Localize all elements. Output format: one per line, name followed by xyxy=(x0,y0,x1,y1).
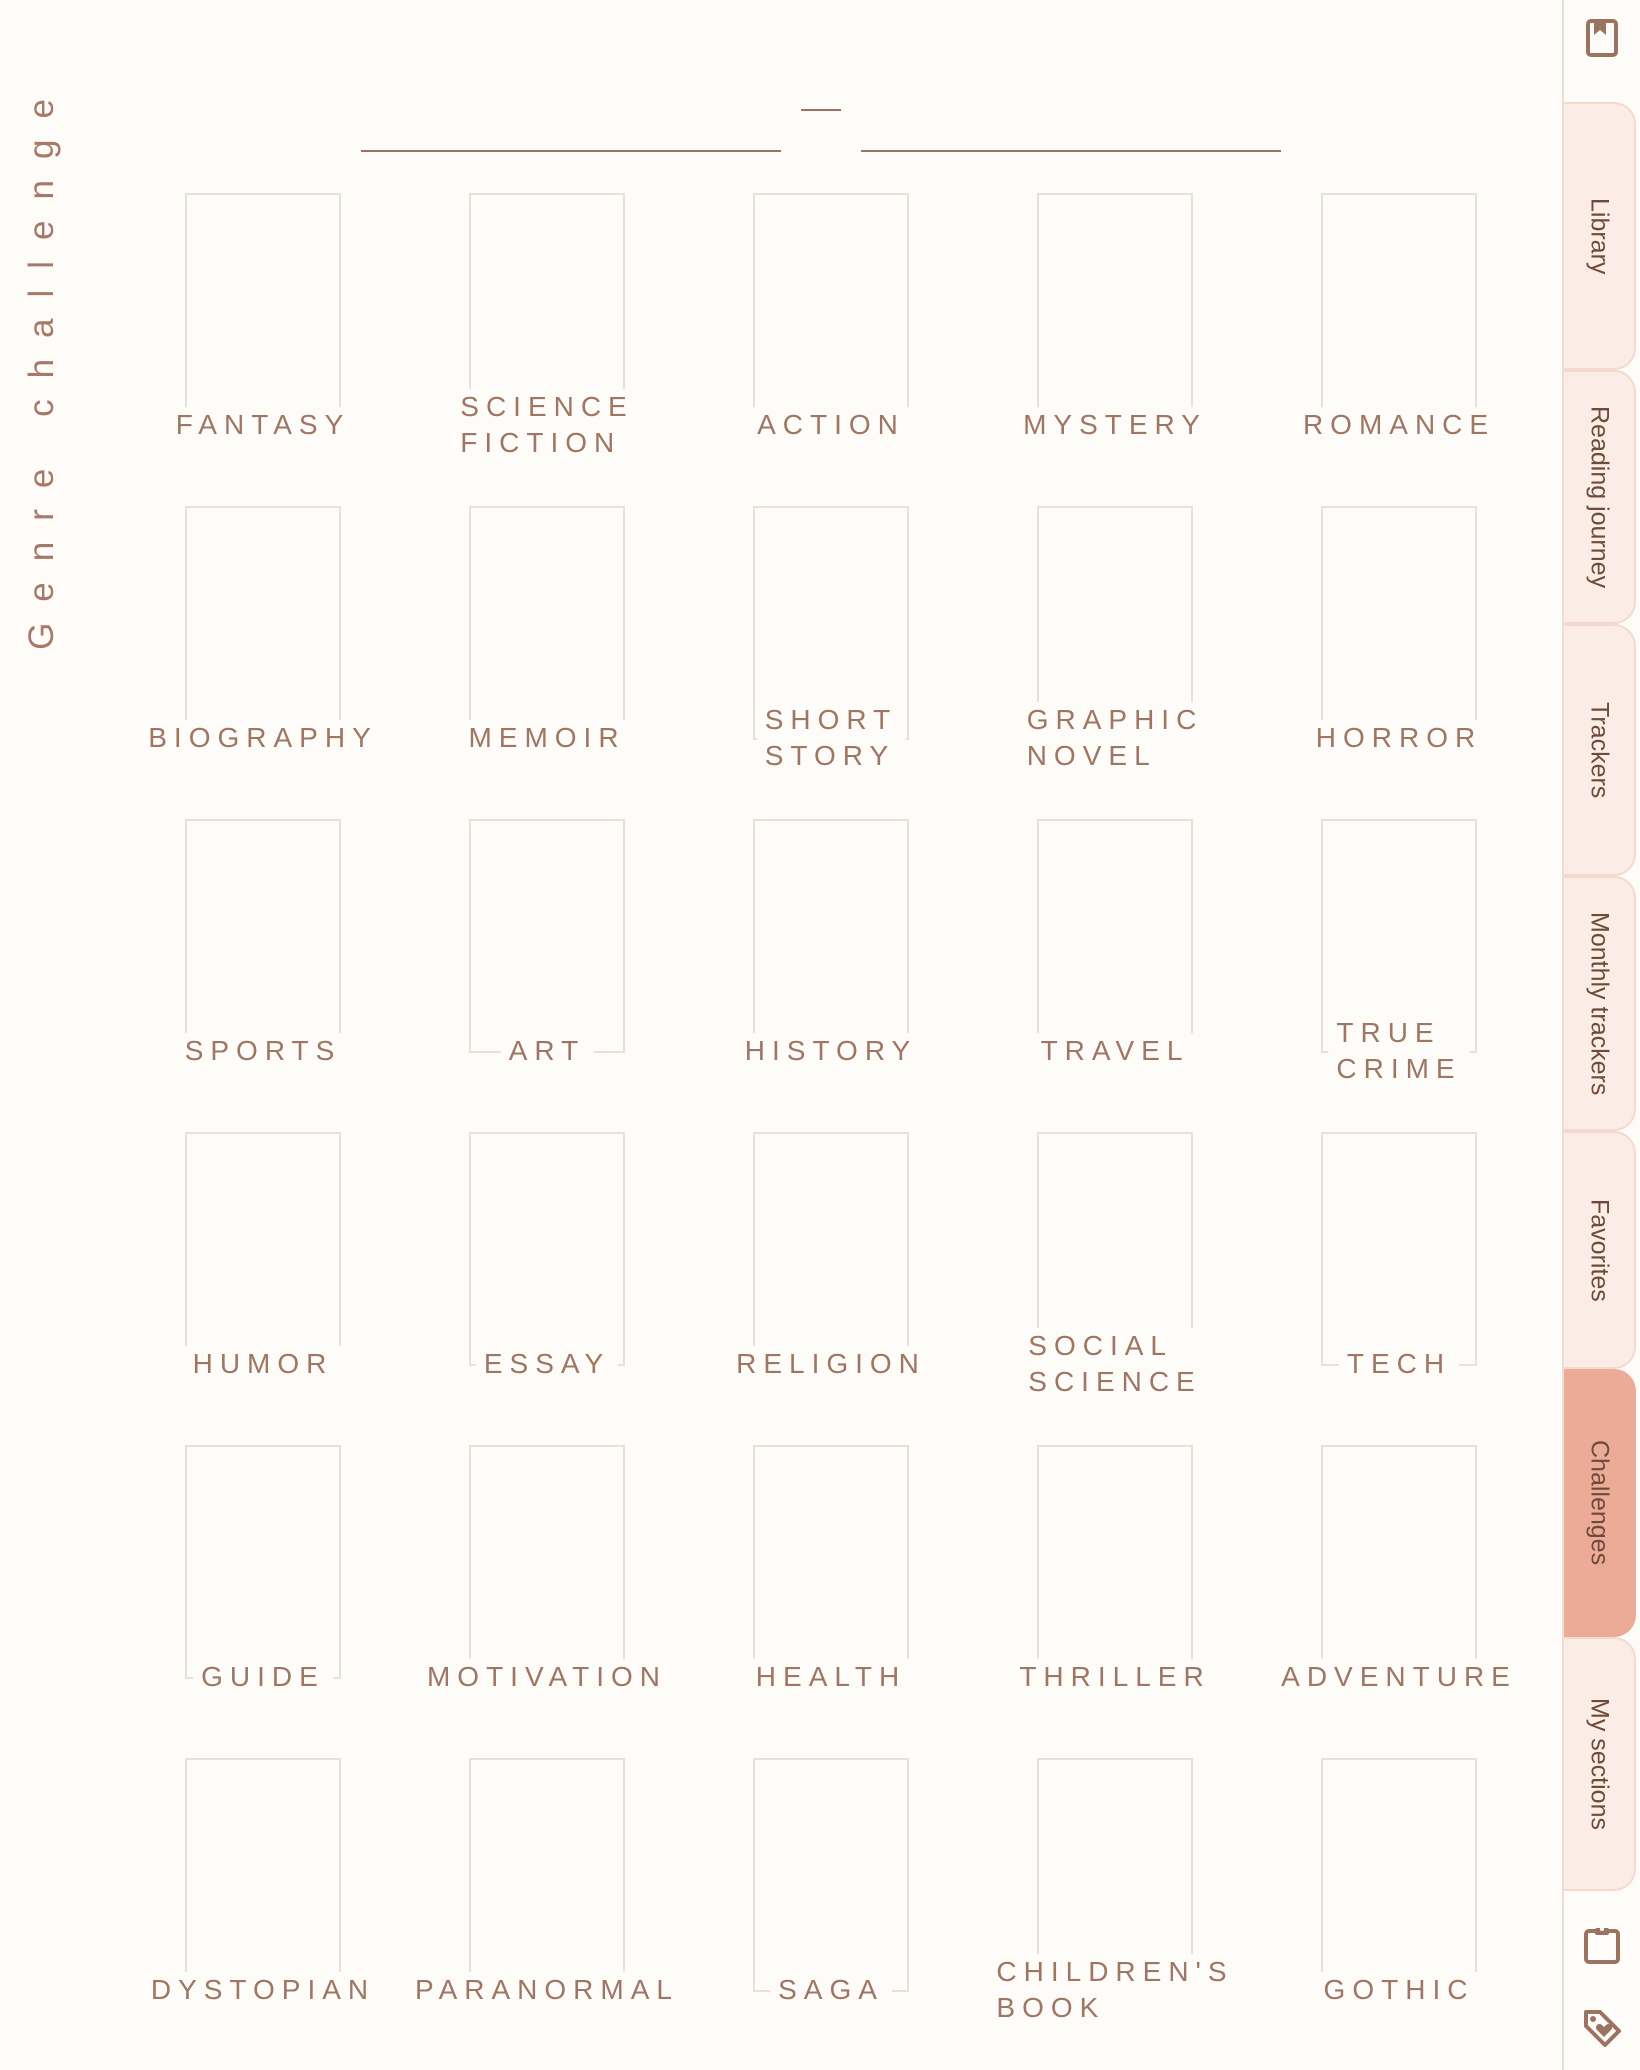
genre-label: TRUE CRIME xyxy=(1328,1015,1470,1087)
genre-label: HISTORY xyxy=(736,1033,926,1069)
book-cover-slot[interactable]: ROMANCE xyxy=(1294,193,1504,443)
book-cover-slot[interactable]: TECH xyxy=(1321,1132,1477,1382)
genre-label: CHILDREN'S BOOK xyxy=(988,1954,1242,2026)
book-cover-slot[interactable]: GRAPHIC NOVEL xyxy=(1018,506,1212,774)
genre-label: SHORT STORY xyxy=(756,702,906,774)
genre-label: ART xyxy=(500,1033,594,1069)
book-cover-slot[interactable]: ACTION xyxy=(749,193,913,443)
tab-label: Favorites xyxy=(1585,1198,1614,1302)
genre-label: PARANORMAL xyxy=(407,1972,687,2008)
genre-label: RELIGION xyxy=(728,1346,934,1382)
date-line-left[interactable] xyxy=(361,150,781,152)
genre-label: ESSAY xyxy=(475,1346,619,1382)
tab-label: Reading journey xyxy=(1585,405,1614,589)
genre-label: GOTHIC xyxy=(1315,1972,1483,2008)
genre-label: TECH xyxy=(1338,1346,1460,1382)
book-cover-slot[interactable]: PARANORMAL xyxy=(407,1758,687,2008)
book-cover-slot[interactable]: HISTORY xyxy=(736,819,926,1069)
genre-label: ACTION xyxy=(749,407,913,443)
book-cover-slot[interactable]: MOTIVATION xyxy=(418,1445,676,1695)
genre-label: ADVENTURE xyxy=(1273,1659,1525,1695)
genre-grid: FANTASY SCIENCE FICTION ACTION MYSTERY ROMAN… xyxy=(140,193,1525,2026)
book-cover-slot[interactable]: HEALTH xyxy=(747,1445,915,1695)
book-cover-slot[interactable]: SOCIAL SCIENCE xyxy=(1020,1132,1210,1400)
tab-library[interactable]: Library xyxy=(1564,102,1636,370)
book-cover-slot[interactable]: HUMOR xyxy=(184,1132,342,1382)
book-cover-slot[interactable]: TRAVEL xyxy=(1032,819,1198,1069)
genre-label: MYSTERY xyxy=(1015,407,1215,443)
tab-label: Trackers xyxy=(1585,701,1614,799)
tab-favorites[interactable]: Favorites xyxy=(1564,1131,1636,1369)
book-cover-slot[interactable]: GUIDE xyxy=(185,1445,341,1695)
tab-label: Monthly trackers xyxy=(1585,911,1614,1096)
genre-label: HORROR xyxy=(1307,720,1491,756)
genre-label: SAGA xyxy=(770,1972,892,2008)
book-cover-slot[interactable]: BIOGRAPHY xyxy=(140,506,386,756)
genre-label: THRILLER xyxy=(1011,1659,1219,1695)
bookmark-icon[interactable] xyxy=(1582,18,1622,58)
book-cover-slot[interactable]: DYSTOPIAN xyxy=(142,1758,384,2008)
book-cover-slot[interactable]: ADVENTURE xyxy=(1273,1445,1525,1695)
genre-label: DYSTOPIAN xyxy=(142,1972,384,2008)
book-cover-slot[interactable]: FANTASY xyxy=(167,193,359,443)
date-line-right[interactable] xyxy=(861,150,1281,152)
tab-label: Library xyxy=(1585,197,1614,275)
book-cover-slot[interactable]: THRILLER xyxy=(1011,1445,1219,1695)
genre-label: HUMOR xyxy=(184,1346,342,1382)
tab-label: Challenges xyxy=(1585,1440,1614,1566)
title-dash xyxy=(801,109,841,111)
genre-label: MEMOIR xyxy=(460,720,634,756)
tab-label: My sections xyxy=(1585,1698,1614,1830)
genre-label: SPORTS xyxy=(176,1033,350,1069)
genre-label: MOTIVATION xyxy=(418,1659,676,1695)
book-cover-slot[interactable]: CHILDREN'S BOOK xyxy=(988,1758,1242,2026)
genre-label: GUIDE xyxy=(193,1659,333,1695)
tab-monthly-trackers[interactable]: Monthly trackers xyxy=(1564,876,1636,1131)
book-cover-slot[interactable]: ESSAY xyxy=(469,1132,625,1382)
book-cover-slot[interactable]: SPORTS xyxy=(176,819,350,1069)
book-cover-slot[interactable]: RELIGION xyxy=(728,1132,934,1382)
tab-reading-journey[interactable]: Reading journey xyxy=(1564,370,1636,624)
book-cover-slot[interactable]: GOTHIC xyxy=(1315,1758,1483,2008)
genre-label: TRAVEL xyxy=(1032,1033,1198,1069)
genre-label: GRAPHIC NOVEL xyxy=(1018,702,1212,774)
book-cover-slot[interactable]: ART xyxy=(469,819,625,1069)
clipboard-icon[interactable] xyxy=(1582,1924,1622,1964)
book-cover-slot[interactable]: MYSTERY xyxy=(1015,193,1215,443)
tab-challenges[interactable]: Challenges xyxy=(1564,1369,1636,1637)
book-cover-slot[interactable]: SHORT STORY xyxy=(753,506,909,774)
sidebar: Library Reading journey Trackers Monthly tr… xyxy=(1562,0,1640,2070)
genre-label: HEALTH xyxy=(747,1659,915,1695)
book-cover-slot[interactable]: HORROR xyxy=(1307,506,1491,756)
book-cover-slot[interactable]: SAGA xyxy=(753,1758,909,2008)
genre-label: BIOGRAPHY xyxy=(140,720,386,756)
tab-my-sections[interactable]: My sections xyxy=(1564,1637,1636,1891)
tab-trackers[interactable]: Trackers xyxy=(1564,624,1636,876)
genre-label: FANTASY xyxy=(167,407,359,443)
book-cover-slot[interactable]: TRUE CRIME xyxy=(1321,819,1477,1087)
genre-label: SCIENCE FICTION xyxy=(452,389,642,461)
book-cover-slot[interactable]: MEMOIR xyxy=(460,506,634,756)
heart-tag-icon[interactable] xyxy=(1582,2008,1622,2048)
page-title: Genre challenge xyxy=(22,78,61,650)
genre-label: ROMANCE xyxy=(1294,407,1504,443)
genre-label: SOCIAL SCIENCE xyxy=(1020,1328,1210,1400)
book-cover-slot[interactable]: SCIENCE FICTION xyxy=(452,193,642,461)
